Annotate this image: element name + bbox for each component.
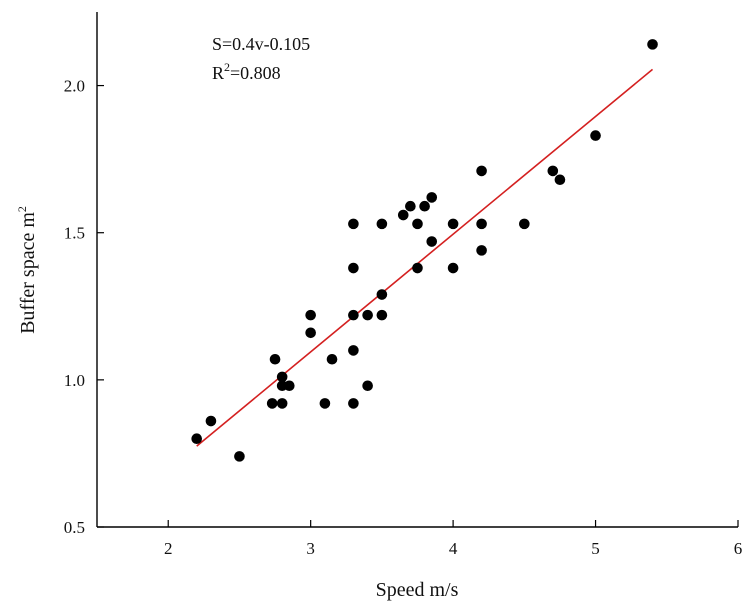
data-point <box>305 309 316 321</box>
data-point <box>405 200 416 212</box>
data-point <box>376 218 388 230</box>
data-point <box>447 262 459 274</box>
data-point <box>376 309 388 321</box>
data-point <box>269 353 281 365</box>
y-ticks: 0.5 1.0 1.5 2.0 <box>64 77 104 537</box>
data-point <box>362 309 373 321</box>
data-point <box>554 174 566 186</box>
data-point <box>426 236 438 247</box>
data-point <box>348 309 359 321</box>
y-tick-label: 1.5 <box>64 224 85 243</box>
data-point <box>476 218 487 230</box>
x-tick-label: 3 <box>306 539 315 558</box>
y-tick-label: 1.0 <box>64 371 85 390</box>
fit-line-group <box>196 68 654 447</box>
data-points <box>191 39 658 462</box>
equation-label: S=0.4v-0.105 <box>212 34 310 54</box>
data-point <box>319 398 331 409</box>
data-point <box>348 218 359 230</box>
axes <box>96 12 738 528</box>
data-point <box>376 289 388 300</box>
data-point <box>305 327 316 339</box>
fit-line <box>196 68 654 447</box>
data-point <box>284 380 295 392</box>
r-squared-prefix: R <box>212 63 224 83</box>
data-point <box>348 398 359 409</box>
x-axis-title: Speed m/s <box>376 579 459 601</box>
data-point <box>191 433 203 445</box>
r-squared-value: =0.808 <box>230 63 281 83</box>
data-point <box>234 451 245 462</box>
x-tick-label: 2 <box>164 539 173 558</box>
data-point <box>476 245 487 256</box>
x-ticks: 2 3 4 5 6 <box>164 520 742 558</box>
x-tick-label: 6 <box>734 539 742 558</box>
data-point <box>205 415 217 427</box>
y-tick-label: 0.5 <box>64 518 85 537</box>
y-tick-label: 2.0 <box>64 77 85 96</box>
r-squared-sup: 2 <box>224 60 230 74</box>
y-axis-title-main: Buffer space m <box>17 212 39 334</box>
data-point <box>276 371 288 383</box>
data-point <box>266 398 278 409</box>
data-point <box>419 200 430 212</box>
data-point <box>412 218 423 230</box>
x-tick-label: 5 <box>591 539 600 558</box>
data-point <box>326 353 338 365</box>
data-point <box>447 218 459 230</box>
data-point <box>362 380 373 392</box>
data-point <box>426 192 438 203</box>
data-point <box>547 165 559 177</box>
r-squared-label: R2=0.808 <box>212 60 281 83</box>
data-point <box>348 262 359 274</box>
data-point <box>647 39 658 50</box>
data-point <box>590 130 601 141</box>
data-point <box>348 345 359 356</box>
data-point <box>476 165 487 177</box>
data-point <box>519 218 530 230</box>
x-tick-label: 4 <box>449 539 458 558</box>
data-point <box>412 262 423 274</box>
y-axis-title: Buffer space m2 <box>15 206 39 334</box>
data-point <box>397 209 409 221</box>
y-axis-title-sup: 2 <box>15 206 29 212</box>
data-point <box>276 398 288 409</box>
